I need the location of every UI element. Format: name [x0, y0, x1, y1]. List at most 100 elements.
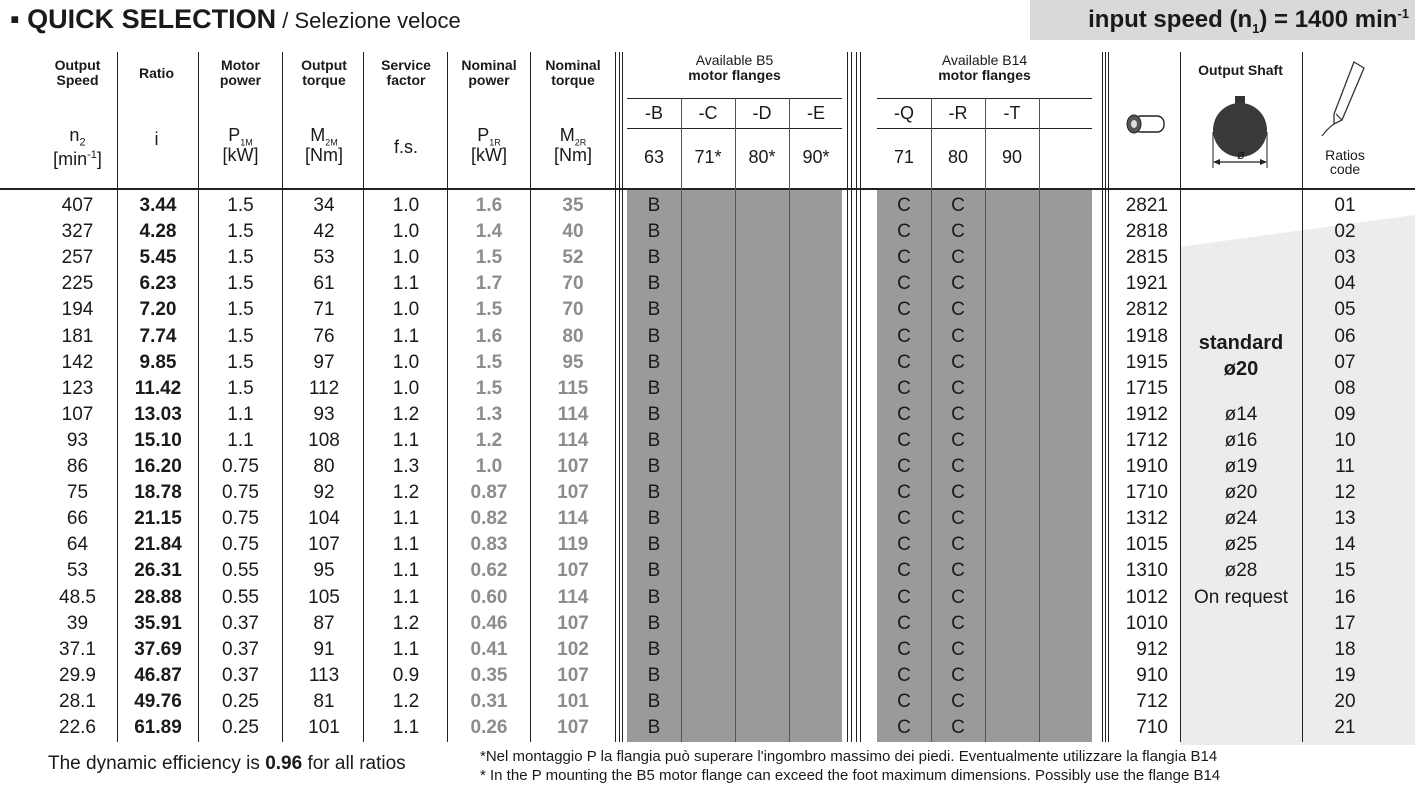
cell-n2: 225 [61, 273, 94, 295]
grid-double-line [622, 52, 623, 742]
cell-m2r: 107 [557, 560, 589, 582]
cell-worm: 1915 [1125, 351, 1168, 373]
hdr-nominal-power-l1: Nominal [461, 57, 517, 73]
cell-worm: 2821 [1125, 195, 1168, 216]
cell-q: C [897, 403, 911, 425]
cell-code: 03 [1334, 247, 1356, 269]
cell-m2r: 114 [557, 508, 589, 530]
cell-q: C [897, 690, 911, 712]
cell-i: 7.20 [139, 299, 177, 321]
cell-worm: 1712 [1125, 429, 1168, 451]
cell-m2m: 113 [308, 664, 340, 686]
cell-m2r: 107 [557, 717, 589, 738]
cell-b: B [647, 612, 661, 634]
cell-r: C [951, 560, 965, 582]
sym-p1m: P [228, 125, 241, 145]
cell-p1m: 0.37 [222, 612, 259, 634]
header-rule [0, 188, 1415, 190]
cell-b: B [647, 273, 661, 295]
cell-worm: 1012 [1125, 586, 1168, 608]
cell-q: C [897, 273, 911, 295]
cell-fs: 1.2 [392, 612, 420, 634]
cell-worm: 1918 [1125, 325, 1168, 347]
cell-worm: 2815 [1125, 247, 1168, 269]
b5-col-label: -E [807, 103, 825, 123]
cell-worm: 1312 [1125, 508, 1168, 530]
cell-i: 5.45 [139, 247, 177, 269]
cell-n2: 22.6 [59, 717, 96, 738]
cell-b: B [647, 717, 661, 738]
cell-p1m: 1.5 [227, 195, 254, 216]
cell-i: 13.03 [134, 403, 182, 425]
cell-b: B [647, 664, 661, 686]
cell-worm: 712 [1136, 690, 1168, 712]
cell-code: 09 [1334, 403, 1356, 425]
cell-worm: 2818 [1125, 221, 1168, 243]
cell-p1m: 1.5 [227, 299, 254, 321]
cell-p1r: 0.62 [470, 560, 508, 582]
cell-code: 14 [1334, 534, 1356, 556]
cell-shaft: ø25 [1224, 534, 1258, 556]
hdr-ratio: Ratio [139, 65, 174, 81]
cell-m2m: 76 [313, 325, 335, 347]
cell-worm: 1910 [1125, 456, 1168, 477]
hdr-ratio-sym: i [154, 129, 159, 149]
input-speed-label: input speed (n1) = 1400 min-1 [1088, 6, 1409, 36]
cell-b: B [647, 351, 661, 373]
b14-col-label: -Q [894, 103, 914, 123]
cell-m2m: 97 [313, 351, 335, 373]
flange-col-sep [1039, 98, 1040, 742]
cell-p1r: 1.2 [475, 429, 503, 451]
cell-q: C [897, 325, 911, 347]
cell-fs: 1.1 [392, 273, 420, 295]
cell-m2m: 105 [308, 586, 340, 608]
cell-p1r: 0.35 [470, 664, 508, 686]
hdr-b5: Available B5 motor flanges [627, 53, 842, 83]
cell-n2: 28.1 [59, 690, 96, 712]
cell-p1r: 0.41 [470, 638, 508, 660]
unit-min: [min [53, 149, 88, 169]
hdr-nominal-power-unit: [kW] [471, 145, 507, 165]
cell-q: C [897, 638, 911, 660]
b5-col-label: -B [645, 103, 663, 123]
cell-code: 20 [1334, 690, 1356, 712]
footnote-english: * In the P mounting the B5 motor flange … [480, 767, 1221, 784]
cell-p1m: 1.5 [227, 273, 254, 295]
sym-p1r: P [477, 125, 490, 145]
cell-p1m: 0.75 [222, 508, 259, 530]
cell-fs: 1.0 [392, 195, 420, 216]
grid-vline [1302, 52, 1303, 742]
cell-b: B [647, 247, 661, 269]
cell-fs: 1.0 [392, 299, 420, 321]
cell-p1m: 1.5 [227, 247, 254, 269]
cell-shaft: ø20 [1223, 357, 1259, 380]
cell-p1r: 0.82 [470, 508, 508, 530]
cell-n2: 53 [66, 560, 89, 582]
cell-fs: 1.1 [392, 717, 420, 738]
cell-fs: 1.1 [392, 560, 420, 582]
cell-fs: 1.1 [392, 586, 420, 608]
cell-p1m: 0.37 [222, 664, 259, 686]
b5-col-label: -D [752, 103, 772, 123]
cell-fs: 1.2 [392, 690, 420, 712]
cell-fs: 1.3 [392, 456, 420, 477]
cell-r: C [951, 195, 965, 216]
cell-r: C [951, 638, 965, 660]
cell-n2: 181 [61, 325, 94, 347]
hdr-ratios-code-l2: code [1329, 161, 1361, 177]
cell-fs: 1.1 [392, 508, 420, 530]
cell-p1r: 0.46 [470, 612, 508, 634]
grid-double-line [1105, 52, 1106, 742]
b14-flange-fill [877, 188, 1092, 742]
cell-code: 21 [1334, 717, 1356, 738]
shaft-diameter-label: ø [1237, 147, 1245, 162]
hdr-output-torque: Output torque [285, 58, 363, 88]
cell-fs: 1.0 [392, 247, 420, 269]
cell-m2m: 101 [308, 717, 340, 738]
flange-col-sep [789, 98, 790, 742]
cell-m2m: 95 [313, 560, 335, 582]
cell-n2: 29.9 [59, 664, 96, 686]
cell-p1r: 1.5 [475, 247, 503, 269]
cell-r: C [951, 456, 965, 477]
cell-m2m: 108 [308, 429, 340, 451]
